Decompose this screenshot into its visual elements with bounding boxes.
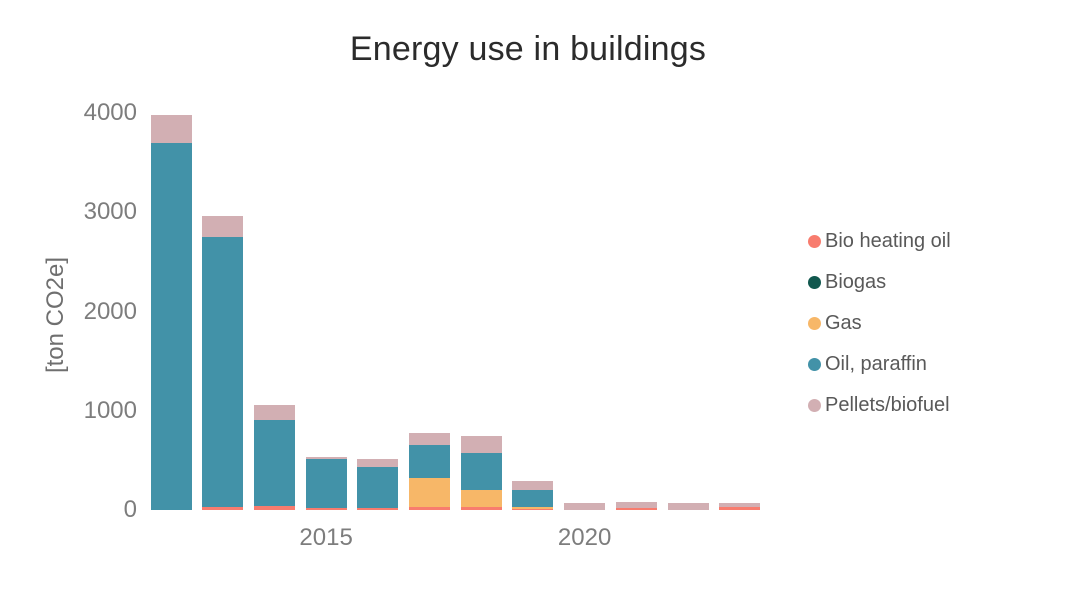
bar-segment-pellets-biofuel-2019[interactable] [512,480,554,490]
y-tick-label: 4000 [83,99,137,126]
bar-segment-bio-heating-oil-2013[interactable] [202,507,244,510]
bar-segment-oil-paraffin-2013[interactable] [202,237,244,508]
legend-item-bio-heating-oil[interactable]: Bio heating oil [808,221,951,262]
bar-segment-oil-paraffin-2012[interactable] [150,142,192,510]
chart-legend: Bio heating oil Biogas Gas Oil, paraffin Pel… [808,221,951,426]
bar-segment-pellets-biofuel-2018[interactable] [460,436,502,454]
x-tick-label: 2015 [299,524,353,551]
legend-label: Pellets/biofuel [825,394,950,416]
bar-segment-bio-heating-oil-2015[interactable] [305,508,347,510]
x-tick-label: 2020 [557,524,612,551]
bar-segment-gas-2018[interactable] [460,490,502,507]
bar-segment-bio-heating-oil-2019[interactable] [512,509,554,510]
bar-segment-oil-paraffin-2014[interactable] [253,419,295,507]
bar-segment-bio-heating-oil-2023[interactable] [719,507,761,510]
legend-item-oil-paraffin[interactable]: Oil, paraffin [808,344,951,385]
bar-segment-oil-paraffin-2017[interactable] [409,445,450,479]
legend-item-biogas[interactable]: Biogas [808,262,951,303]
legend-label: Gas [825,312,862,334]
y-tick-label: 0 [123,496,137,523]
bar-segment-gas-2017[interactable] [409,478,450,508]
bar-segment-pellets-biofuel-2013[interactable] [202,216,244,238]
legend-dot-bio-heating-oil [808,235,821,248]
legend-label: Biogas [825,271,887,293]
y-tick-label: 2000 [83,297,137,325]
bar-segment-oil-paraffin-2016[interactable] [357,466,399,508]
y-tick-label: 1000 [83,396,137,424]
bar-segment-bio-heating-oil-2018[interactable] [460,507,502,510]
legend-dot-pellets-biofuel [808,399,821,412]
bar-segment-oil-paraffin-2018[interactable] [460,453,502,491]
bar-segment-pellets-biofuel-2015[interactable] [305,456,347,460]
legend-dot-oil-paraffin [808,358,821,371]
bar-segment-pellets-biofuel-2017[interactable] [409,432,450,446]
bar-segment-pellets-biofuel-2023[interactable] [719,503,761,508]
bar-segment-oil-paraffin-2015[interactable] [305,459,347,508]
bar-segment-pellets-biofuel-2021[interactable] [615,502,657,508]
legend-item-gas[interactable]: Gas [808,303,951,344]
legend-dot-biogas [808,276,821,289]
bar-segment-bio-heating-oil-2021[interactable] [615,507,657,510]
bar-segment-pellets-biofuel-2016[interactable] [357,458,399,467]
bar-segment-bio-heating-oil-2017[interactable] [409,507,450,510]
bar-segment-oil-paraffin-2019[interactable] [512,489,554,507]
legend-dot-gas [808,317,821,330]
bar-segment-gas-2019[interactable] [512,506,554,509]
bar-segment-pellets-biofuel-2020[interactable] [564,503,606,510]
bar-segment-pellets-biofuel-2012[interactable] [150,114,192,143]
chart-title: Energy use in buildings [349,30,707,68]
legend-item-pellets-biofuel[interactable]: Pellets/biofuel [808,385,951,426]
bar-segment-bio-heating-oil-2016[interactable] [357,507,399,510]
bar-segment-pellets-biofuel-2022[interactable] [667,503,709,510]
bar-segment-bio-heating-oil-2014[interactable] [253,506,295,510]
legend-label: Oil, paraffin [825,353,927,375]
bar-segment-pellets-biofuel-2014[interactable] [253,404,295,420]
legend-label: Bio heating oil [825,230,951,252]
y-tick-label: 3000 [83,198,137,226]
